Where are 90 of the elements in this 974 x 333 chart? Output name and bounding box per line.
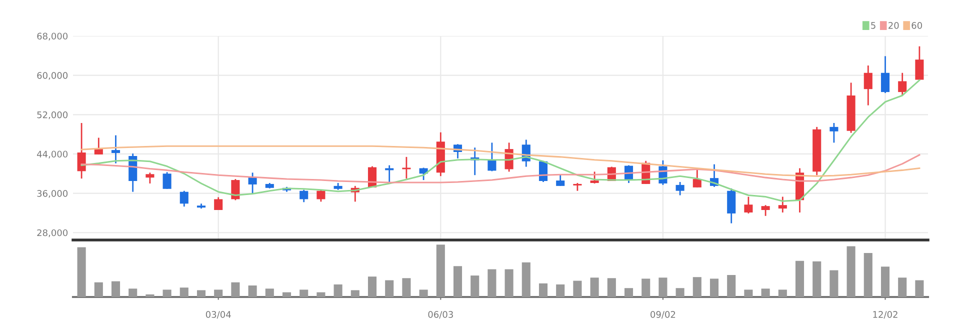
x-tick-label: 12/02 (873, 311, 898, 319)
bar (488, 269, 496, 297)
x-tick-label: 03/04 (206, 311, 231, 319)
candlestick (402, 156, 411, 180)
bar (710, 278, 719, 297)
bar (265, 288, 274, 297)
bar (419, 290, 428, 297)
candlestick (419, 167, 428, 181)
bar (196, 290, 206, 297)
y-tick-label: 28,000 (37, 229, 68, 238)
bar (504, 269, 514, 297)
bar (214, 290, 223, 297)
y-tick-label: 36,000 (37, 190, 68, 198)
candlestick (676, 181, 684, 196)
bar (180, 288, 188, 297)
bar (812, 261, 822, 297)
bar (915, 280, 924, 297)
bar (898, 278, 907, 297)
y-tick-label: 44,000 (36, 150, 68, 158)
candlestick (727, 188, 736, 224)
candlestick (880, 55, 890, 94)
bar (573, 280, 582, 297)
bar (658, 278, 668, 297)
candlestick (77, 122, 86, 180)
bar (880, 266, 890, 297)
y-tick-label: 52,000 (37, 111, 68, 120)
bar (676, 288, 684, 297)
bar (624, 288, 634, 297)
candlestick (214, 196, 223, 211)
candlestick (864, 64, 872, 106)
bar (692, 277, 702, 297)
candlestick (590, 170, 599, 184)
bar (300, 290, 308, 297)
x-tick-label: 09/02 (650, 311, 676, 319)
candlestick (316, 189, 326, 202)
bar (77, 247, 86, 297)
bar (162, 290, 172, 297)
candlestick (915, 46, 924, 80)
bar (538, 283, 548, 297)
candlestick (898, 72, 907, 96)
candlestick (830, 122, 838, 144)
legend-label: 60 (912, 22, 922, 29)
candlestick (744, 196, 753, 214)
bar (368, 276, 377, 297)
candlestick (248, 172, 257, 195)
y-tick-label: 68,000 (37, 32, 68, 40)
y-tick-label: 60,000 (37, 72, 68, 80)
legend-label: 20 (888, 22, 899, 29)
candlestick (692, 168, 702, 188)
bar (830, 270, 838, 297)
bar (231, 282, 240, 297)
bar (334, 284, 342, 297)
bar (436, 244, 445, 297)
candlestick (180, 190, 188, 208)
candlestick (778, 196, 787, 214)
bar (642, 278, 650, 297)
bar (590, 278, 599, 297)
bar (744, 290, 753, 297)
legend-label: 5 (871, 22, 876, 29)
bar (607, 278, 616, 297)
candlestick (162, 171, 172, 190)
candlestick (111, 134, 120, 164)
bar (282, 292, 292, 297)
bar (146, 294, 154, 297)
candlestick (556, 174, 565, 187)
bar (846, 246, 856, 297)
candlestick (94, 137, 103, 156)
candlestick (300, 189, 308, 203)
bar (522, 262, 530, 297)
bar (128, 288, 138, 297)
bar (727, 275, 736, 297)
x-tick-label: 06/03 (428, 311, 453, 319)
bar (402, 278, 411, 297)
candlestick (488, 142, 496, 172)
candlestick (761, 204, 770, 217)
bar (795, 260, 804, 297)
bar (350, 290, 360, 297)
bar (864, 253, 872, 297)
candlestick (385, 164, 394, 184)
bar (778, 290, 787, 297)
bar (94, 282, 103, 297)
bar (556, 284, 565, 297)
bar (385, 280, 394, 297)
bar (453, 266, 462, 297)
bar (761, 288, 770, 297)
bar (111, 281, 120, 297)
bar (248, 285, 257, 297)
candlestick (146, 172, 154, 184)
bar (470, 276, 480, 297)
bar (316, 292, 326, 297)
